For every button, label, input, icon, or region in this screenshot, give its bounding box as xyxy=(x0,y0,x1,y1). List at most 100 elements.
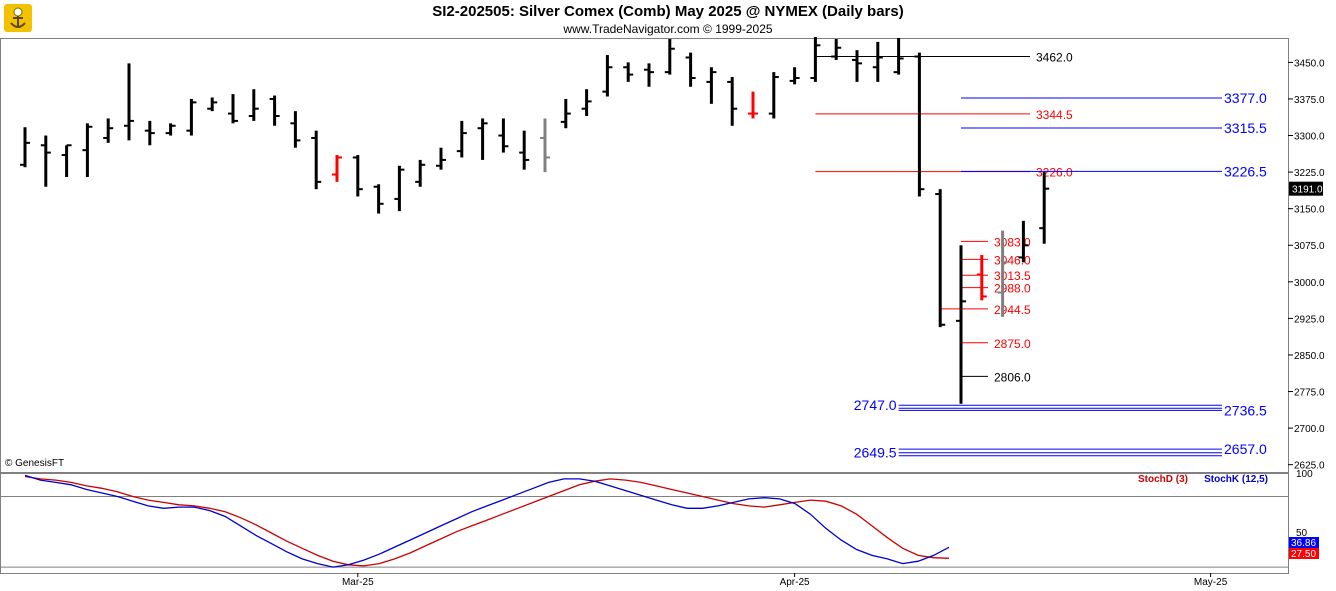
ohlc-bar xyxy=(685,52,696,87)
price-tick-label: 3450.0 xyxy=(1294,58,1325,69)
ohlc-bar xyxy=(602,55,613,97)
trade-navigator-logo-icon xyxy=(4,4,32,32)
stochd-line xyxy=(24,475,950,567)
stoch-tick-label: 100 xyxy=(1296,469,1313,480)
ohlc-bar xyxy=(789,67,800,85)
ohlc-bar xyxy=(540,118,550,173)
price-tick-label: 2775.0 xyxy=(1294,388,1325,399)
ohlc-bar xyxy=(124,63,134,141)
ohlc-bar xyxy=(644,63,654,87)
level-label: 2736.5 xyxy=(1224,402,1267,418)
ohlc-bar xyxy=(872,41,883,82)
price-tick-label: 2700.0 xyxy=(1294,424,1325,435)
ohlc-bar xyxy=(290,111,301,148)
level-label: 2875.0 xyxy=(994,337,1031,351)
ohlc-bar xyxy=(560,98,571,129)
chart-subtitle: www.TradeNavigator.com © 1999-2025 xyxy=(563,22,773,36)
ohlc-bar xyxy=(394,165,405,212)
ohlc-bar xyxy=(727,77,738,126)
ohlc-bar xyxy=(748,91,758,119)
ohlc-bar xyxy=(332,155,342,182)
ohlc-bar xyxy=(165,123,176,136)
stochd-legend: StochD (3) xyxy=(1138,474,1188,485)
ohlc-bar xyxy=(82,123,93,177)
stochd-value-box xyxy=(1289,548,1319,559)
ohlc-bar xyxy=(664,38,675,75)
ohlc-bar xyxy=(498,118,509,153)
ohlc-bar xyxy=(269,95,280,126)
ohlc-bar xyxy=(581,89,592,117)
stochk-line xyxy=(24,474,950,568)
ohlc-bars xyxy=(20,37,1050,404)
price-tick-label: 2850.0 xyxy=(1294,351,1325,362)
ohlc-bar xyxy=(186,98,197,136)
ohlc-bar xyxy=(207,97,218,112)
price-tick-label: 3225.0 xyxy=(1294,168,1325,179)
ohlc-bar xyxy=(768,72,779,119)
level-label: 3226.0 xyxy=(1036,166,1073,180)
chart-title: SI2-202505: Silver Comex (Comb) May 2025… xyxy=(432,3,904,20)
ohlc-bar xyxy=(623,62,634,82)
ohlc-bar xyxy=(914,52,925,197)
ohlc-bar xyxy=(477,118,488,160)
last-price-marker xyxy=(1289,181,1323,196)
date-tick-label: Mar-25 xyxy=(342,577,374,588)
stochk-legend: StochK (12,5) xyxy=(1204,474,1268,485)
level-label: 3377.0 xyxy=(1224,90,1267,106)
price-tick-label: 3000.0 xyxy=(1294,278,1325,289)
ohlc-bar xyxy=(228,94,238,124)
ohlc-bar xyxy=(352,155,363,197)
ohlc-bar xyxy=(456,120,467,158)
stoch-tick-label: 50 xyxy=(1296,528,1308,539)
ohlc-bar xyxy=(248,89,259,121)
price-tick-label: 3375.0 xyxy=(1294,95,1325,106)
ohlc-bar xyxy=(706,67,717,104)
date-tick-label: May-25 xyxy=(1194,577,1228,588)
ohlc-bar xyxy=(519,130,530,170)
level-label: 3315.5 xyxy=(1224,120,1267,136)
ohlc-bar xyxy=(935,189,946,328)
ohlc-bar xyxy=(373,184,384,214)
ohlc-bar xyxy=(1018,220,1029,263)
ohlc-bar xyxy=(103,118,114,143)
ohlc-bar xyxy=(415,159,426,187)
level-label: 2944.5 xyxy=(994,303,1031,317)
price-tick-label: 2925.0 xyxy=(1294,314,1325,325)
date-tick-label: Apr-25 xyxy=(780,577,810,588)
level-label: 2806.0 xyxy=(994,370,1031,384)
ohlc-bar xyxy=(311,130,322,190)
ohlc-bar xyxy=(40,135,51,187)
ohlc-bar xyxy=(436,147,446,170)
ohlc-bar xyxy=(997,230,1008,317)
level-label: 3344.5 xyxy=(1036,108,1073,122)
ohlc-bar xyxy=(976,255,987,301)
copyright-credit: © GenesisFT xyxy=(5,458,65,469)
level-label: 3462.0 xyxy=(1036,51,1073,65)
level-label: 2988.0 xyxy=(994,282,1031,296)
ohlc-bar xyxy=(1039,172,1050,244)
stochd-value: 27.50 xyxy=(1291,549,1316,560)
price-tick-label: 3150.0 xyxy=(1294,205,1325,216)
ohlc-bar xyxy=(956,245,966,404)
ohlc-bar xyxy=(810,37,821,82)
level-label: 3226.5 xyxy=(1224,163,1267,179)
ohlc-bar xyxy=(831,38,842,60)
stochk-value: 36.86 xyxy=(1291,538,1316,549)
stochastic-panel-frame xyxy=(0,473,1289,574)
level-label: 3046.0 xyxy=(994,253,1031,267)
ohlc-bar xyxy=(144,120,155,146)
ohlc-bar xyxy=(61,144,72,177)
price-tick-label: 2625.0 xyxy=(1294,461,1325,472)
price-panel-frame xyxy=(0,38,1289,473)
price-levels: 3462.0 3377.0 3344.5 3315.5 3226.0 3226.5 3083… xyxy=(815,51,1267,461)
price-tick-label: 3300.0 xyxy=(1294,132,1325,143)
level-label: 3083.0 xyxy=(994,235,1031,249)
price-axis: 3450.0 3375.0 3300.0 3225.0 3150.0 3075.0 3000… xyxy=(1288,58,1325,472)
level-label: 2657.0 xyxy=(1224,441,1267,457)
ohlc-bar xyxy=(852,50,862,82)
last-price-label: 3191.0 xyxy=(1292,185,1323,196)
stochk-value-box xyxy=(1289,537,1319,548)
level-label: 2747.0 xyxy=(854,397,897,413)
price-tick-label: 3075.0 xyxy=(1294,241,1325,252)
